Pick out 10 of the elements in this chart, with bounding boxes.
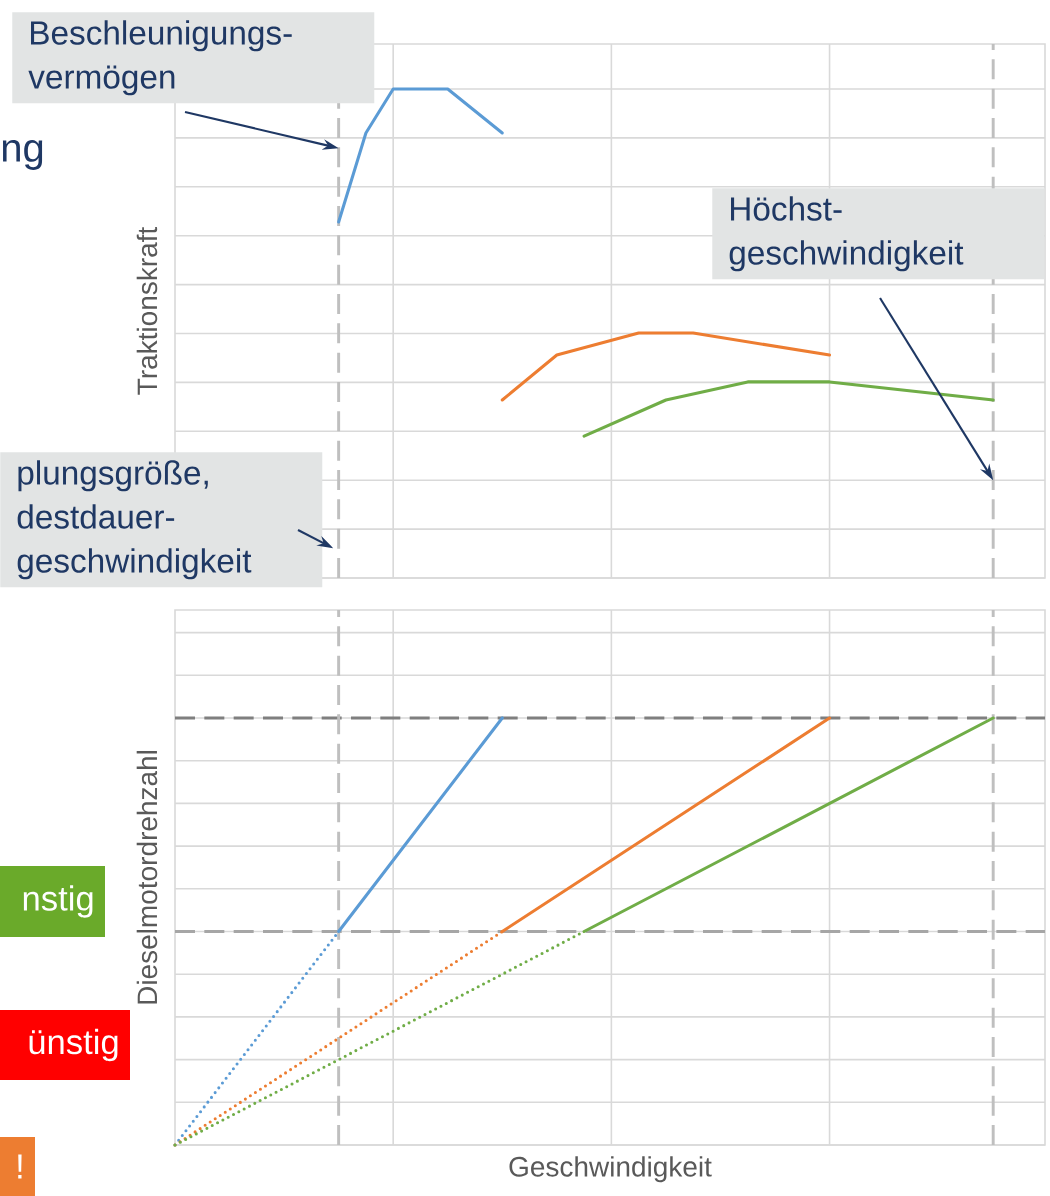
annotation: plungsgröße, destdauer- geschwindigkeit [17, 460, 252, 580]
text: ng [2, 140, 43, 170]
text: nstig [23, 885, 93, 918]
annotation: Beschleunigungs- vermögen [28, 20, 292, 96]
x-axis-title: Geschwindigkeit [509, 1156, 712, 1183]
text: ! [18, 1154, 22, 1179]
text: ünstig [29, 1028, 118, 1062]
y-axis-title: Dieselmotordrehzahl [136, 751, 158, 1004]
annotation: Höchst- geschwindigkeit [729, 196, 964, 272]
y-axis-title: Traktionskraft [136, 226, 158, 395]
